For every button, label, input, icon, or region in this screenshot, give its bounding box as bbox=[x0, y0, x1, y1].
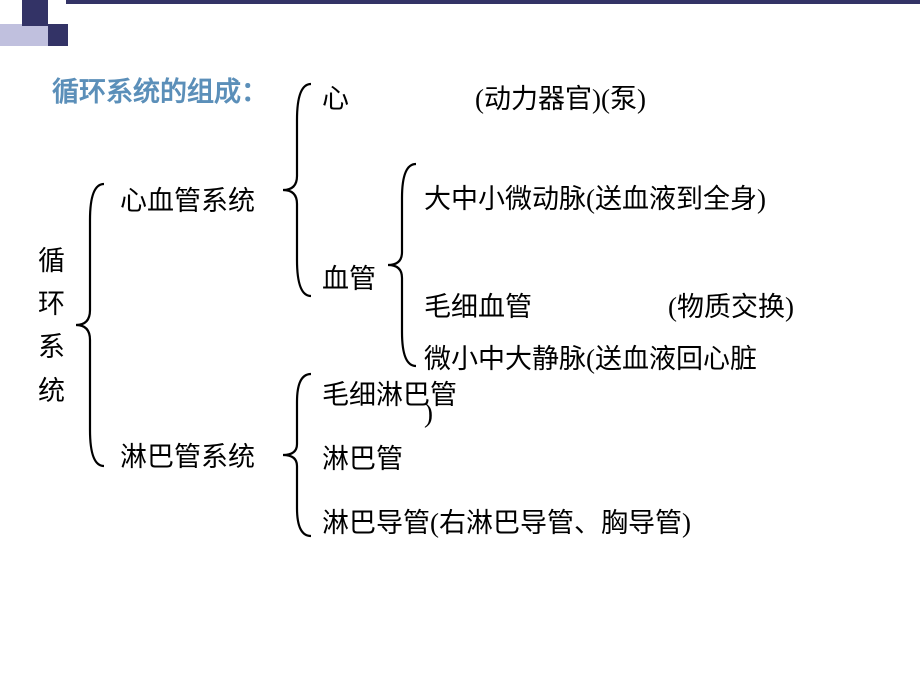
deco-box bbox=[0, 24, 22, 46]
vein-text: 微小中大静脉(送血液回心脏 bbox=[424, 344, 757, 374]
cardio-label-text: 心血管系统 bbox=[120, 186, 255, 216]
deco-box bbox=[46, 24, 68, 46]
vessel-label: 血管 bbox=[322, 262, 376, 297]
artery-line: 大中小微动脉(送血液到全身) bbox=[424, 172, 904, 226]
deco-box bbox=[22, 26, 48, 46]
brace-vessel bbox=[380, 160, 422, 370]
heart-note: (动力器官)(泵) bbox=[475, 82, 646, 117]
root-label-text: 循环系统 bbox=[38, 240, 66, 413]
slide-title: 循环系统的组成： bbox=[52, 70, 268, 109]
heart-text: 心 bbox=[322, 84, 349, 114]
capillary-line: 毛细血管 bbox=[424, 290, 532, 325]
heart-note-text: (动力器官)(泵) bbox=[475, 84, 646, 114]
capillary-note-text: (物质交换) bbox=[668, 292, 794, 322]
capillary-note: (物质交换) bbox=[668, 290, 794, 325]
lymph-label: 淋巴管系统 bbox=[120, 440, 255, 475]
deco-box bbox=[22, 0, 48, 26]
slide: 循环系统的组成： 循环系统 心血管系统 淋巴管系统 心 (动力器官)(泵) 血管… bbox=[0, 0, 920, 690]
lymph-label-text: 淋巴管系统 bbox=[120, 442, 255, 472]
lymph-vessel: 淋巴管 bbox=[322, 442, 403, 477]
heart-label: 心 bbox=[322, 82, 349, 117]
lymph-cap-text: 毛细淋巴管 bbox=[322, 380, 457, 410]
artery-text: 大中小微动脉(送血液到全身) bbox=[424, 184, 766, 214]
cardio-label: 心血管系统 bbox=[120, 184, 255, 219]
brace-lymph bbox=[275, 370, 317, 540]
lymph-duct-text: 淋巴导管(右淋巴导管、胸导管) bbox=[322, 508, 691, 538]
corner-decoration bbox=[0, 0, 140, 56]
lymph-cap: 毛细淋巴管 bbox=[322, 378, 457, 413]
lymph-vessel-text: 淋巴管 bbox=[322, 444, 403, 474]
capillary-text: 毛细血管 bbox=[424, 292, 532, 322]
vessel-text: 血管 bbox=[322, 264, 376, 294]
brace-cardio bbox=[275, 80, 317, 300]
lymph-duct: 淋巴导管(右淋巴导管、胸导管) bbox=[322, 506, 691, 541]
vein-line: 微小中大静脉(送血液回心脏 bbox=[424, 342, 757, 377]
root-label: 循环系统 bbox=[38, 240, 68, 413]
brace-root bbox=[70, 180, 110, 470]
deco-box bbox=[66, 0, 920, 4]
title-text: 循环系统的组成： bbox=[52, 77, 268, 107]
